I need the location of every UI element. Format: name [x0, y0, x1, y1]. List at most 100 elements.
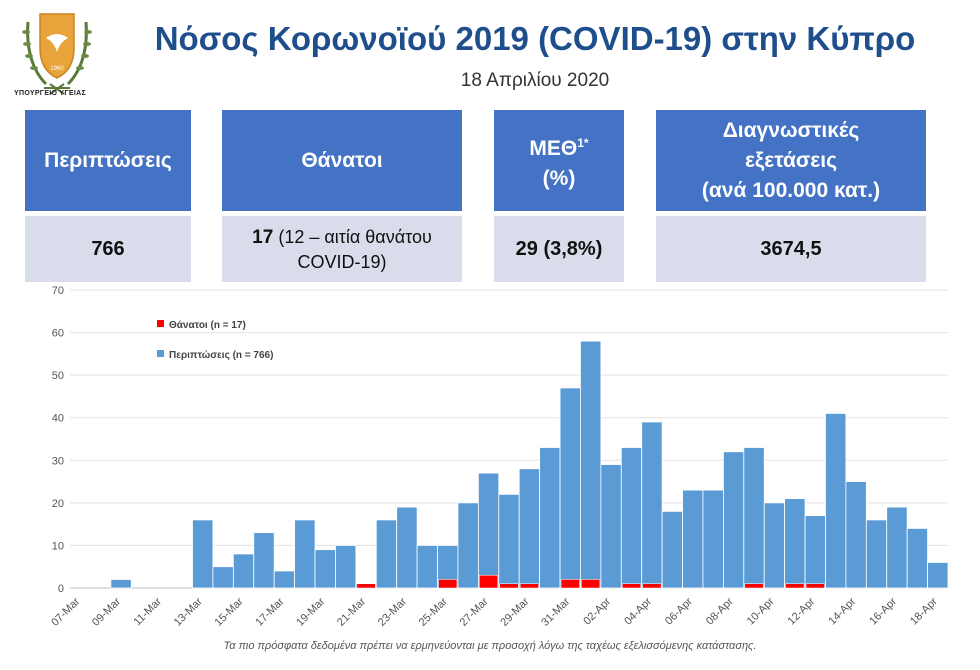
cases-bar: [212, 566, 234, 589]
cases-bar: [559, 387, 581, 589]
cases-bar: [845, 481, 867, 589]
tests-card-header: Διαγνωστικές εξετάσεις (ανά 100.000 κατ.…: [656, 110, 926, 211]
x-tick-label: 10-Apr: [745, 595, 777, 627]
cases-bar: [232, 553, 255, 589]
deaths-bar: [785, 583, 805, 589]
header: 1960 ΥΠΟΥΡΓΕΙΟ ΥΓΕΙΑΣ Νόσος Κορωνοϊού 20…: [0, 0, 980, 110]
x-tick-label: 18-Apr: [908, 595, 940, 627]
cases-bar: [804, 515, 826, 589]
cases-bar: [518, 468, 541, 589]
ministry-label: ΥΠΟΥΡΓΕΙΟ ΥΓΕΙΑΣ: [14, 90, 86, 97]
cases-bar: [110, 579, 132, 589]
cases-bar: [825, 413, 847, 589]
x-tick-label: 09-Mar: [90, 595, 123, 628]
cyprus-emblem-icon: 1960: [22, 13, 92, 95]
cases-bar: [477, 472, 500, 589]
cases-bar: [457, 502, 479, 589]
cases-bar: [702, 489, 724, 589]
cases-label: Περιπτώσεις: [44, 148, 172, 172]
svg-text:1960: 1960: [50, 66, 64, 72]
y-tick-label: 0: [58, 583, 64, 595]
cases-card-header: Περιπτώσεις: [25, 110, 191, 211]
legend-swatch-cases: [157, 350, 164, 357]
icu-card-value: 29 (3,8%): [494, 216, 624, 282]
cases-bar: [253, 532, 275, 589]
x-tick-label: 11-Mar: [131, 595, 164, 628]
x-tick-label: 08-Apr: [704, 595, 736, 627]
cases-bar: [927, 562, 949, 589]
x-tick-label: 25-Mar: [417, 595, 450, 628]
cases-bar: [294, 519, 316, 589]
tests-label-line2: εξετάσεις: [744, 148, 838, 172]
y-tick-label: 40: [52, 413, 64, 425]
deaths-bar: [499, 583, 519, 589]
tests-label-line1: Διαγνωστικές: [722, 118, 860, 142]
deaths-bar: [356, 583, 376, 589]
tests-card-value: 3674,5: [656, 216, 926, 282]
x-tick-label: 27-Mar: [458, 595, 491, 628]
cases-value: 766: [91, 238, 125, 260]
cases-bar: [743, 447, 765, 589]
icu-card-header: ΜΕΘ1* (%): [494, 110, 624, 211]
y-tick-label: 60: [52, 328, 64, 340]
x-tick-label: 31-Mar: [539, 595, 572, 628]
deaths-bar: [622, 583, 641, 589]
tests-value: 3674,5: [760, 238, 822, 260]
x-tick-label: 06-Apr: [663, 595, 695, 627]
cases-bar: [682, 489, 704, 589]
icu-value: 29 (3,8%): [515, 238, 603, 260]
tests-label-line3: (ανά 100.000 κατ.): [701, 178, 881, 202]
x-tick-label: 16-Apr: [867, 595, 899, 627]
y-tick-label: 10: [52, 540, 64, 552]
cases-bar: [375, 519, 398, 589]
x-tick-label: 14-Apr: [826, 595, 858, 627]
x-tick-label: 21-Mar: [335, 595, 368, 628]
deaths-bar: [519, 583, 539, 589]
y-tick-label: 20: [52, 498, 64, 510]
cases-bar: [620, 447, 643, 589]
cases-bar: [192, 519, 214, 589]
deaths-label: Θάνατοι: [301, 148, 383, 172]
report-date: 18 Απριλίου 2020: [460, 70, 610, 91]
cases-bar: [539, 447, 561, 589]
icu-label-sup: 1*: [577, 135, 589, 150]
cases-bar: [600, 464, 622, 589]
x-tick-label: 13-Mar: [172, 595, 205, 628]
cases-card-value: 766: [25, 216, 191, 282]
deaths-bar: [479, 574, 499, 589]
icu-label-unit: (%): [542, 166, 576, 190]
x-tick-label: 07-Mar: [49, 595, 82, 628]
x-tick-label: 04-Apr: [622, 595, 654, 627]
x-tick-label: 19-Mar: [294, 595, 327, 628]
cases-bar: [906, 527, 928, 589]
cases-bar: [335, 545, 357, 589]
x-tick-label: 29-Mar: [498, 595, 531, 628]
deaths-bar: [438, 579, 458, 589]
legend-label-deaths: Θάνατοι (n = 17): [169, 320, 246, 331]
cases-bar: [396, 506, 418, 589]
cases-bar: [865, 519, 888, 589]
deaths-bar: [805, 583, 825, 589]
y-tick-label: 30: [52, 455, 64, 467]
deaths-bar: [744, 583, 764, 589]
deaths-card-value: 17 (12 – αιτία θανάτου COVID-19): [222, 216, 462, 282]
deaths-bar: [581, 579, 601, 589]
x-tick-label: 15-Mar: [213, 595, 246, 628]
icu-label: ΜΕΘ: [529, 136, 578, 160]
cases-bar: [641, 421, 663, 589]
cases-bar: [763, 502, 786, 589]
chart-footnote: Τα πιο πρόσφατα δεδομένα πρέπει να ερμην…: [223, 640, 757, 652]
x-tick-label: 17-Mar: [253, 595, 286, 628]
deaths-bar: [560, 579, 580, 589]
cases-bar: [273, 570, 296, 589]
cases-bar: [784, 498, 806, 589]
cases-bar: [580, 340, 602, 589]
deaths-value: 17: [252, 226, 274, 248]
cases-bar: [661, 510, 683, 589]
x-tick-label: 02-Apr: [581, 595, 613, 627]
deaths-bar: [642, 583, 662, 589]
cases-bar: [416, 545, 438, 589]
cases-bar: [314, 549, 336, 589]
legend-swatch-deaths: [157, 320, 164, 327]
